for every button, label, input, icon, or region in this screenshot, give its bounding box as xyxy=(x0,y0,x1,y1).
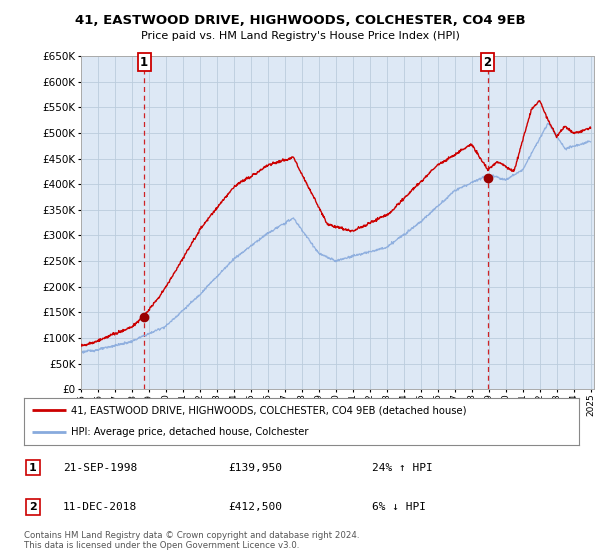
Text: £412,500: £412,500 xyxy=(228,502,282,512)
Text: 6% ↓ HPI: 6% ↓ HPI xyxy=(372,502,426,512)
Text: 11-DEC-2018: 11-DEC-2018 xyxy=(63,502,137,512)
Text: 41, EASTWOOD DRIVE, HIGHWOODS, COLCHESTER, CO4 9EB: 41, EASTWOOD DRIVE, HIGHWOODS, COLCHESTE… xyxy=(74,14,526,27)
Text: 24% ↑ HPI: 24% ↑ HPI xyxy=(372,463,433,473)
Text: 1: 1 xyxy=(140,55,148,69)
Text: 1: 1 xyxy=(29,463,37,473)
Text: 2: 2 xyxy=(484,55,492,69)
Text: £139,950: £139,950 xyxy=(228,463,282,473)
Text: Price paid vs. HM Land Registry's House Price Index (HPI): Price paid vs. HM Land Registry's House … xyxy=(140,31,460,41)
Text: HPI: Average price, detached house, Colchester: HPI: Average price, detached house, Colc… xyxy=(71,427,308,437)
Text: 2: 2 xyxy=(29,502,37,512)
Text: Contains HM Land Registry data © Crown copyright and database right 2024.
This d: Contains HM Land Registry data © Crown c… xyxy=(24,531,359,550)
Text: 41, EASTWOOD DRIVE, HIGHWOODS, COLCHESTER, CO4 9EB (detached house): 41, EASTWOOD DRIVE, HIGHWOODS, COLCHESTE… xyxy=(71,405,467,416)
Text: 21-SEP-1998: 21-SEP-1998 xyxy=(63,463,137,473)
